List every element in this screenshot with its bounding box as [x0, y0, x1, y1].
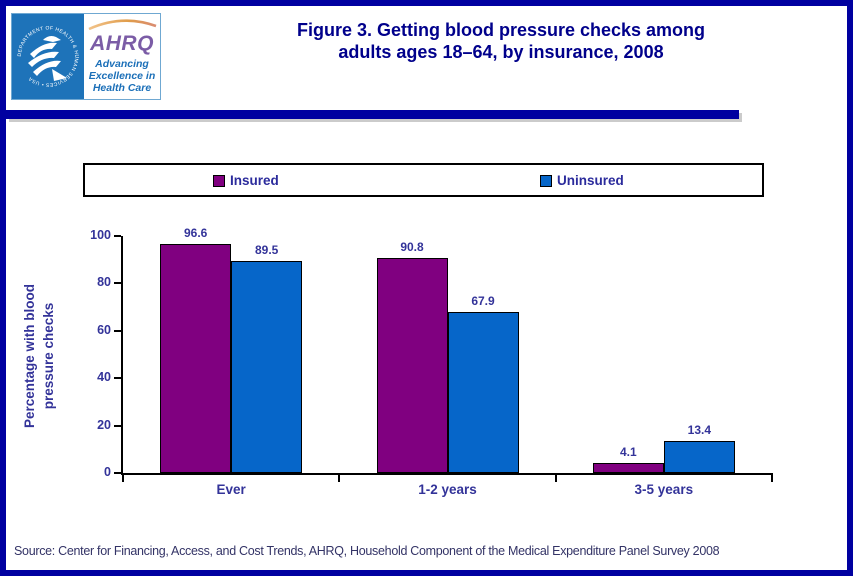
- source-note: Source: Center for Financing, Access, an…: [14, 544, 720, 558]
- y-axis-tick-label: 40: [97, 370, 111, 385]
- bar-uninsured-3-5-years: [663, 441, 735, 473]
- x-axis-category-label: 3-5 years: [634, 482, 694, 497]
- legend-label: Insured: [230, 173, 279, 188]
- ahrq-tagline: Advancing Excellence in Health Care: [88, 58, 156, 94]
- legend-swatch-icon: [213, 174, 225, 187]
- x-axis-tick: [554, 475, 557, 482]
- figure-title-line2: adults ages 18–64, by insurance, 2008: [338, 42, 664, 62]
- hhs-seal-icon: DEPARTMENT OF HEALTH & HUMAN SERVICES • …: [12, 14, 84, 99]
- bar-value-label: 67.9: [471, 294, 495, 308]
- header-divider: [6, 110, 739, 119]
- ahrq-hhs-logo: DEPARTMENT OF HEALTH & HUMAN SERVICES • …: [11, 13, 161, 100]
- y-axis-tick: [114, 235, 121, 237]
- figure-title-line1: Figure 3. Getting blood pressure checks …: [296, 20, 706, 40]
- x-axis-tick: [122, 475, 124, 482]
- y-axis-tick-label: 20: [97, 417, 111, 432]
- y-axis-tick-label: 0: [104, 465, 111, 479]
- ahrq-wordmark: AHRQ: [90, 32, 154, 55]
- bar-insured-ever: [160, 244, 232, 473]
- bar-uninsured-1-2-years: [447, 312, 519, 473]
- legend-label: Uninsured: [557, 173, 624, 188]
- bar-value-label: 4.1: [619, 445, 637, 459]
- legend-swatch-icon: [540, 174, 552, 187]
- legend-entry-insured: Insured: [213, 173, 279, 188]
- y-axis-tick: [114, 424, 121, 427]
- y-axis-tick: [114, 282, 121, 285]
- hhs-eagle-icon: DEPARTMENT OF HEALTH & HUMAN SERVICES • …: [17, 25, 79, 87]
- chart-legend: Insured Uninsured: [83, 163, 764, 197]
- bar-insured-1-2-years: [376, 258, 448, 473]
- bar-uninsured-ever: [231, 261, 303, 473]
- bar-value-label: 89.5: [254, 243, 279, 257]
- x-axis-line: [121, 473, 773, 475]
- bar-insured-3-5-years: [592, 463, 664, 473]
- bar-value-label: 96.6: [183, 226, 208, 240]
- y-axis-tick: [114, 329, 121, 332]
- y-axis-tick-label: 80: [97, 275, 111, 290]
- ahrq-logo: AHRQ Advancing Excellence in Health Care: [84, 14, 160, 99]
- bar-value-label: 90.8: [400, 240, 424, 254]
- y-axis-tick-label: 60: [97, 322, 111, 337]
- y-axis-title: Percentage with blood pressure checks: [22, 283, 56, 429]
- y-axis-tick-label: 100: [90, 228, 111, 242]
- x-axis-category-label: Ever: [216, 482, 246, 497]
- legend-entry-uninsured: Uninsured: [540, 173, 624, 188]
- y-axis-line: [121, 236, 123, 473]
- y-axis-tick: [114, 377, 121, 380]
- y-axis-tick: [114, 472, 121, 474]
- ahrq-arc-icon: [88, 19, 157, 31]
- x-axis-tick: [771, 475, 773, 482]
- x-axis-category-label: 1-2 years: [418, 482, 477, 497]
- figure-title: Figure 3. Getting blood pressure checks …: [171, 19, 831, 63]
- bar-value-label: 13.4: [687, 423, 711, 437]
- x-axis-tick: [338, 475, 341, 482]
